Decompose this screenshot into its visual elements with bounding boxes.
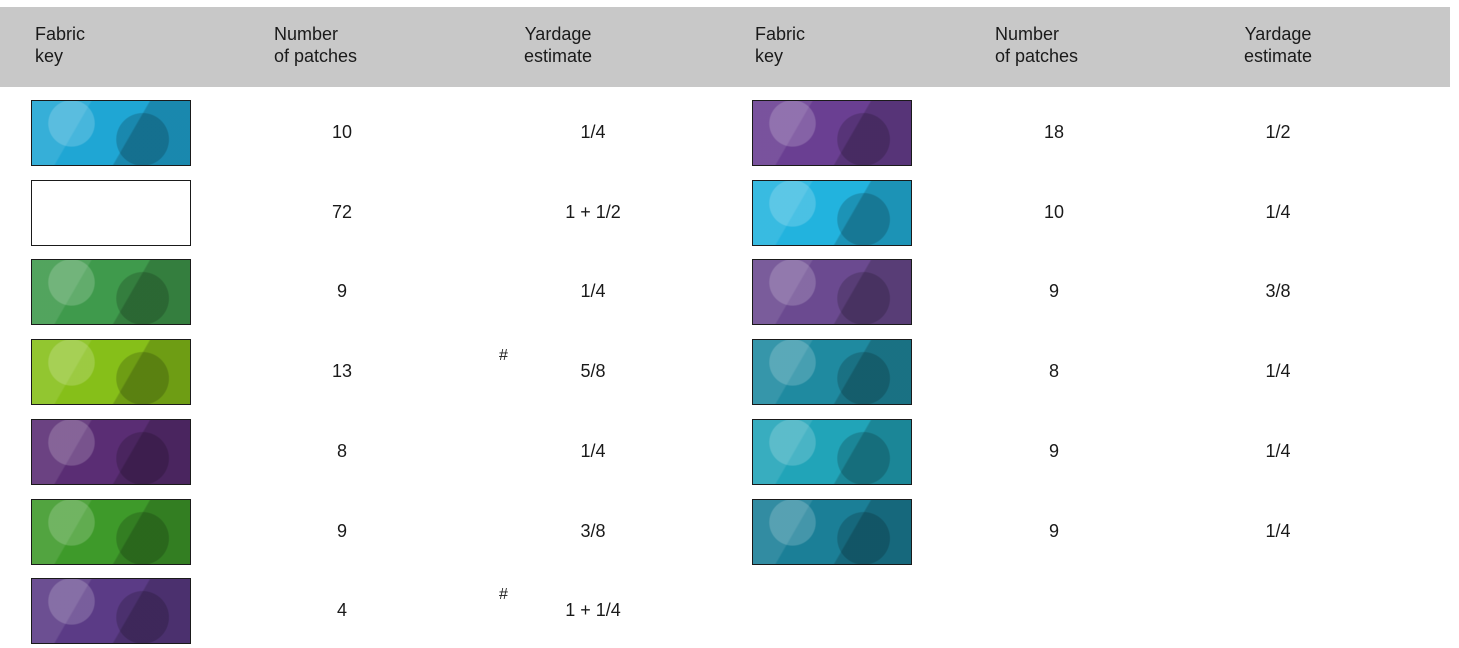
patch-count: 9: [336, 520, 347, 541]
fabric-swatch: [31, 498, 191, 565]
header-fabric-key-left: Fabric key: [35, 24, 86, 66]
table-row: 18 1/2: [752, 100, 1452, 170]
header-patches-left: Number of patches: [274, 24, 358, 66]
table-row: 10 1/4: [752, 179, 1452, 250]
fabric-swatch: [752, 259, 912, 326]
yardage-estimate: 1 + 1/2: [565, 201, 621, 222]
table-row: 13 #5/8: [31, 339, 731, 409]
table-row: 10 1/4: [31, 100, 731, 170]
yardage-estimate: 1/4: [1265, 440, 1291, 461]
patch-count: 8: [336, 440, 347, 461]
note-mark: #: [499, 586, 508, 604]
table-row: 9 1/4: [752, 498, 1452, 569]
header-yardage-left: Yardage estimate: [523, 24, 593, 66]
patch-count: 8: [1048, 361, 1059, 382]
patch-count: 9: [1048, 440, 1059, 461]
patch-count: 9: [336, 281, 347, 302]
yardage-estimate: 1/4: [580, 122, 606, 142]
yardage-estimate: 1/4: [1265, 201, 1291, 222]
fabric-swatch: [31, 578, 191, 645]
fabric-swatch: [31, 418, 191, 485]
patch-count: 9: [1048, 281, 1059, 302]
yardage-estimate: 1/4: [1265, 361, 1291, 382]
yardage-estimate: 1/4: [580, 440, 606, 461]
table-row: 9 1/4: [752, 418, 1452, 489]
yardage-estimate: 1/4: [580, 281, 606, 302]
table-header: Fabric key Number of patches Yardage est…: [0, 7, 1450, 87]
patch-count: 4: [336, 600, 347, 621]
fabric-swatch: [31, 259, 191, 326]
patch-count: 9: [1048, 520, 1059, 541]
fabric-swatch: [752, 100, 912, 166]
table-row: 9 3/8: [31, 498, 731, 569]
patch-count: 10: [331, 122, 353, 142]
header-patches-right: Number of patches: [995, 24, 1079, 66]
table-row: 4 #1 + 1/4: [31, 578, 731, 648]
fabric-swatch: [31, 100, 191, 166]
yardage-estimate: 1/4: [1265, 520, 1291, 541]
note-mark: #: [499, 347, 508, 365]
fabric-swatch: [752, 339, 912, 406]
header-fabric-key-right: Fabric key: [755, 24, 806, 66]
patch-count: 18: [1043, 122, 1065, 142]
fabric-swatch: [752, 179, 912, 246]
yardage-estimate: 3/8: [580, 520, 606, 541]
patch-count: 10: [1043, 201, 1065, 222]
fabric-swatch: [31, 179, 191, 246]
yardage-estimate: 5/8: [580, 361, 606, 382]
fabric-swatch: [752, 498, 912, 565]
patch-count: 72: [331, 201, 353, 222]
header-yardage-right: Yardage estimate: [1243, 24, 1313, 66]
yardage-estimate: 1 + 1/4: [565, 600, 621, 621]
table-row: 9 3/8: [752, 259, 1452, 329]
table-row: 8 1/4: [31, 418, 731, 489]
fabric-swatch: [752, 418, 912, 485]
yardage-estimate: 1/2: [1265, 122, 1291, 142]
fabric-swatch: [31, 339, 191, 406]
patch-count: 13: [331, 361, 353, 382]
table-row: 72 1 + 1/2: [31, 179, 731, 250]
table-row: 9 1/4: [31, 259, 731, 329]
yardage-estimate: 3/8: [1265, 281, 1291, 302]
table-row: 8 1/4: [752, 339, 1452, 409]
